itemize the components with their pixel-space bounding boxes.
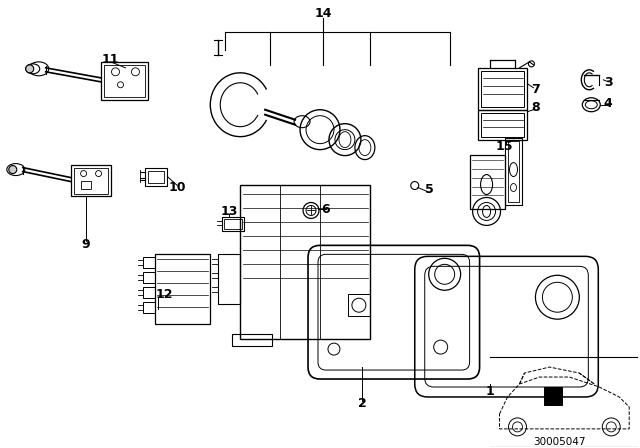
Bar bbox=[470, 155, 504, 210]
Bar bbox=[504, 138, 522, 206]
Bar bbox=[100, 62, 148, 100]
Bar bbox=[224, 220, 242, 229]
Circle shape bbox=[26, 65, 34, 73]
Circle shape bbox=[9, 166, 17, 173]
Bar bbox=[545, 387, 563, 405]
Bar bbox=[74, 168, 108, 194]
Bar bbox=[477, 68, 527, 110]
Bar bbox=[104, 65, 145, 97]
Text: 7: 7 bbox=[531, 83, 540, 96]
Text: 4: 4 bbox=[604, 97, 612, 110]
Text: 12: 12 bbox=[156, 288, 173, 301]
Bar bbox=[143, 287, 156, 298]
Bar bbox=[481, 113, 524, 137]
Bar bbox=[143, 302, 156, 313]
Bar bbox=[508, 141, 520, 202]
Bar bbox=[148, 171, 164, 182]
Text: 10: 10 bbox=[168, 181, 186, 194]
Text: 13: 13 bbox=[221, 205, 238, 218]
Bar bbox=[81, 181, 91, 189]
Text: 6: 6 bbox=[322, 203, 330, 216]
Text: 1: 1 bbox=[485, 385, 494, 398]
Text: 9: 9 bbox=[81, 238, 90, 251]
Bar bbox=[348, 294, 370, 316]
Text: 8: 8 bbox=[531, 101, 540, 114]
Text: 11: 11 bbox=[102, 53, 119, 66]
Bar bbox=[70, 164, 111, 197]
Text: 30005047: 30005047 bbox=[533, 437, 586, 447]
Bar bbox=[477, 110, 527, 140]
Bar bbox=[145, 168, 168, 185]
Text: 14: 14 bbox=[314, 8, 332, 21]
Bar bbox=[232, 334, 272, 346]
Text: 15: 15 bbox=[496, 140, 513, 153]
Text: 3: 3 bbox=[604, 76, 612, 89]
Text: 5: 5 bbox=[426, 183, 434, 196]
Text: 2: 2 bbox=[358, 397, 366, 410]
Bar bbox=[156, 254, 211, 324]
Bar bbox=[240, 185, 370, 339]
Bar bbox=[218, 254, 240, 304]
Bar bbox=[143, 272, 156, 283]
Bar bbox=[222, 217, 244, 232]
Bar bbox=[481, 71, 524, 107]
Bar bbox=[143, 257, 156, 268]
